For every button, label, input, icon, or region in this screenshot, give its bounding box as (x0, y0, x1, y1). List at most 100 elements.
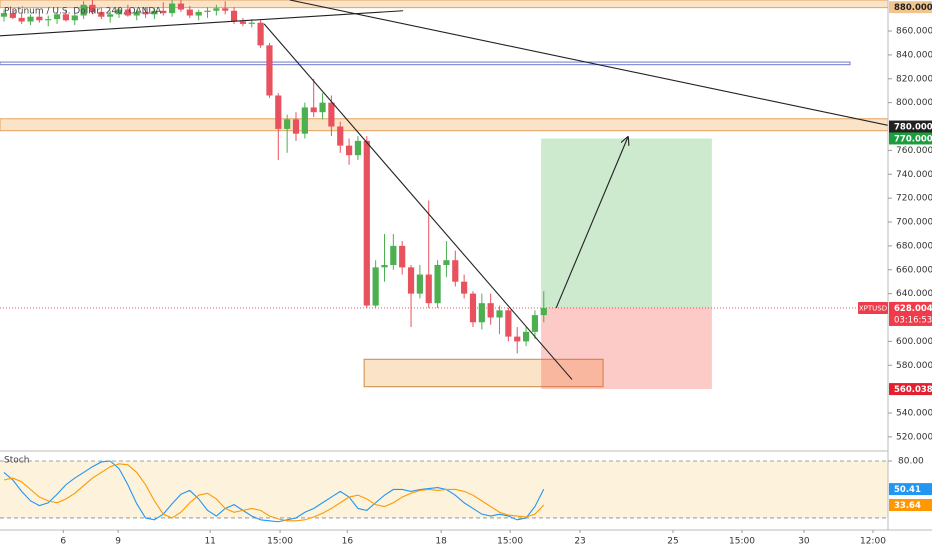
candle-body (115, 9, 123, 15)
y-tick-label: 640.000 (896, 289, 932, 299)
y-tick-label: 700.000 (896, 218, 932, 228)
y-tick-label: 760.000 (896, 146, 932, 156)
candle-body (0, 13, 8, 17)
y-tick-label: 840.000 (896, 50, 932, 60)
candle-body (443, 260, 450, 265)
price-pane (0, 0, 888, 390)
stop-zone (541, 307, 712, 390)
y-tick-label: 740.000 (896, 170, 932, 180)
candle-body (381, 264, 388, 268)
candle-body (36, 16, 43, 21)
y-tick-label: 820.000 (896, 74, 932, 84)
last-price-tag-bg (889, 301, 932, 326)
candle-body (399, 245, 406, 268)
candle-body (337, 126, 344, 146)
candle-body (195, 11, 202, 16)
zone (0, 0, 888, 9)
price-tag-bg (889, 132, 932, 145)
candle-body (204, 10, 211, 12)
stoch-line (3, 463, 545, 522)
candle-body (301, 107, 308, 134)
trendline (0, 10, 404, 37)
candle-body (142, 11, 149, 15)
candle-body (540, 307, 547, 316)
stoch-pane (0, 460, 888, 523)
y-tick-label: 520.000 (896, 432, 932, 442)
candle-body (133, 11, 140, 16)
candle-body (45, 19, 52, 21)
candle-body (319, 102, 326, 113)
candle-body (496, 310, 503, 318)
x-tick-label: 15:00 (729, 537, 755, 547)
candle-body (425, 274, 432, 304)
y-tick-label: 660.000 (896, 265, 932, 275)
candle-body (80, 4, 87, 16)
x-tick-label: 23 (574, 537, 585, 547)
candle-body (275, 95, 282, 129)
candle-body (478, 303, 485, 323)
target-zone (541, 138, 712, 308)
trendline (263, 23, 573, 380)
candle-body (186, 9, 193, 16)
candle-body (531, 315, 539, 332)
candle-body (292, 119, 300, 134)
candle-body (505, 310, 512, 337)
x-tick-label: 25 (667, 537, 678, 547)
candle-body (222, 8, 229, 11)
stoch-tick-label: 80.00 (898, 457, 924, 467)
price-tag-bg (889, 383, 932, 396)
zone (0, 61, 851, 66)
candle-body (310, 107, 317, 113)
candle-body (328, 102, 335, 127)
stoch-tag-bg (889, 499, 932, 512)
y-tick-label: 540.000 (896, 408, 932, 418)
stoch-line (3, 460, 545, 523)
candle-body (416, 274, 423, 294)
candle-body (487, 303, 494, 318)
candle-body (239, 21, 247, 24)
y-tick-label: 580.000 (896, 361, 932, 371)
candle-body (452, 260, 459, 282)
x-tick-label: 18 (435, 537, 447, 547)
price-tag-bg (889, 120, 932, 133)
x-tick-label: 15:00 (267, 537, 293, 547)
price-tag-bg (889, 1, 932, 14)
candle-body (169, 3, 176, 14)
candle-body (98, 11, 105, 17)
candle-body (514, 336, 521, 342)
arrow (555, 137, 628, 309)
candle-body (213, 8, 220, 11)
price-tag: 780.000 (894, 123, 932, 133)
candle-body (27, 16, 34, 22)
price-tag: 880.000 (894, 3, 932, 13)
x-tick-label: 30 (798, 537, 810, 547)
y-tick-label: 680.000 (896, 241, 932, 251)
x-tick-label: 9 (115, 537, 121, 547)
candle-body (62, 14, 70, 21)
symbol-tag-bg (858, 301, 888, 314)
chart-title: Platinum / U.S. Dollar, 240, OANDA (4, 7, 162, 17)
y-tick-label: 860.000 (896, 27, 932, 37)
candle-body (284, 119, 291, 129)
stoch-tag: 50.41 (894, 485, 921, 495)
candle-body (107, 14, 114, 17)
candle-body (390, 245, 397, 265)
candle-body (469, 293, 477, 323)
price-tag: 560.038 (894, 385, 932, 395)
price-axis-bg (889, 0, 932, 530)
last-price-tag: 628.004 (894, 304, 932, 314)
candle-body (160, 10, 167, 14)
candle-body (18, 17, 25, 22)
candle-body (266, 45, 273, 96)
candle-body (407, 267, 415, 294)
zone (0, 118, 888, 132)
candle-body (354, 140, 362, 156)
x-tick-label: 12:00 (860, 537, 886, 547)
candle-body (89, 4, 96, 12)
candle-body (372, 267, 379, 306)
candle-body (257, 22, 264, 46)
candle-body (363, 140, 370, 306)
x-tick-label: 16 (342, 537, 354, 547)
